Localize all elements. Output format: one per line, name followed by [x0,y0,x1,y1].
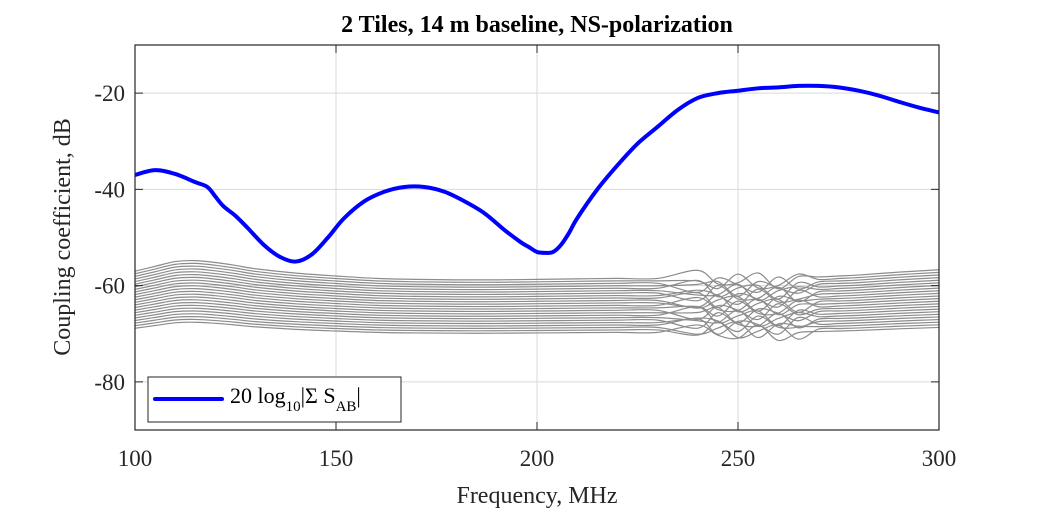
grid [135,45,939,430]
chart-title: 2 Tiles, 14 m baseline, NS-polarization [341,12,733,38]
legend-label-sub-ab: AB [336,399,357,415]
y-tick-label: -80 [94,370,125,395]
y-tick-label: -60 [94,274,125,299]
highlight-curve-group [135,83,939,264]
axis-ticks: 100 150 200 250 300 -20 -40 -60 -80 [94,45,956,471]
x-tick-label: 150 [319,446,354,471]
y-axis-label: Coupling coefficient, dB [50,118,76,356]
baseline-curve [135,318,939,340]
baseline-curve [135,296,939,321]
baseline-curve [135,262,939,290]
baseline-curve [135,293,939,317]
baseline-curve [135,282,939,309]
baseline-curve [135,276,939,303]
baseline-curve [135,310,939,333]
legend-label-sum: |Σ S [301,383,336,408]
baseline-curve [135,279,939,305]
baseline-curve [135,321,939,342]
baseline-curve [135,268,939,297]
baseline-curve [135,316,939,339]
baseline-curve [135,287,939,313]
baseline-curve [135,290,939,316]
baseline-curve [135,265,939,294]
x-tick-label: 250 [721,446,756,471]
legend: 20 log10|Σ SAB| [147,376,402,423]
baseline-curve [135,299,939,324]
baseline-curve [135,273,939,302]
y-tick-label: -20 [94,81,125,106]
highlight-series-line [135,83,939,264]
baseline-curve [135,301,939,327]
x-tick-label: 100 [118,446,153,471]
baseline-curve [135,313,939,335]
baseline-curve [135,304,939,328]
legend-label-sub-10: 10 [286,399,301,415]
legend-label: 20 log10|Σ SAB| [230,383,361,415]
x-axis-label: Frequency, MHz [456,483,617,509]
x-tick-label: 300 [922,446,957,471]
baseline-curve [135,271,939,300]
y-tick-label: -40 [94,177,125,202]
legend-label-close: | [356,383,360,408]
baseline-curve [135,285,939,312]
legend-label-main: 20 log [230,383,286,408]
baseline-curves [135,259,939,342]
x-tick-label: 200 [520,446,555,471]
